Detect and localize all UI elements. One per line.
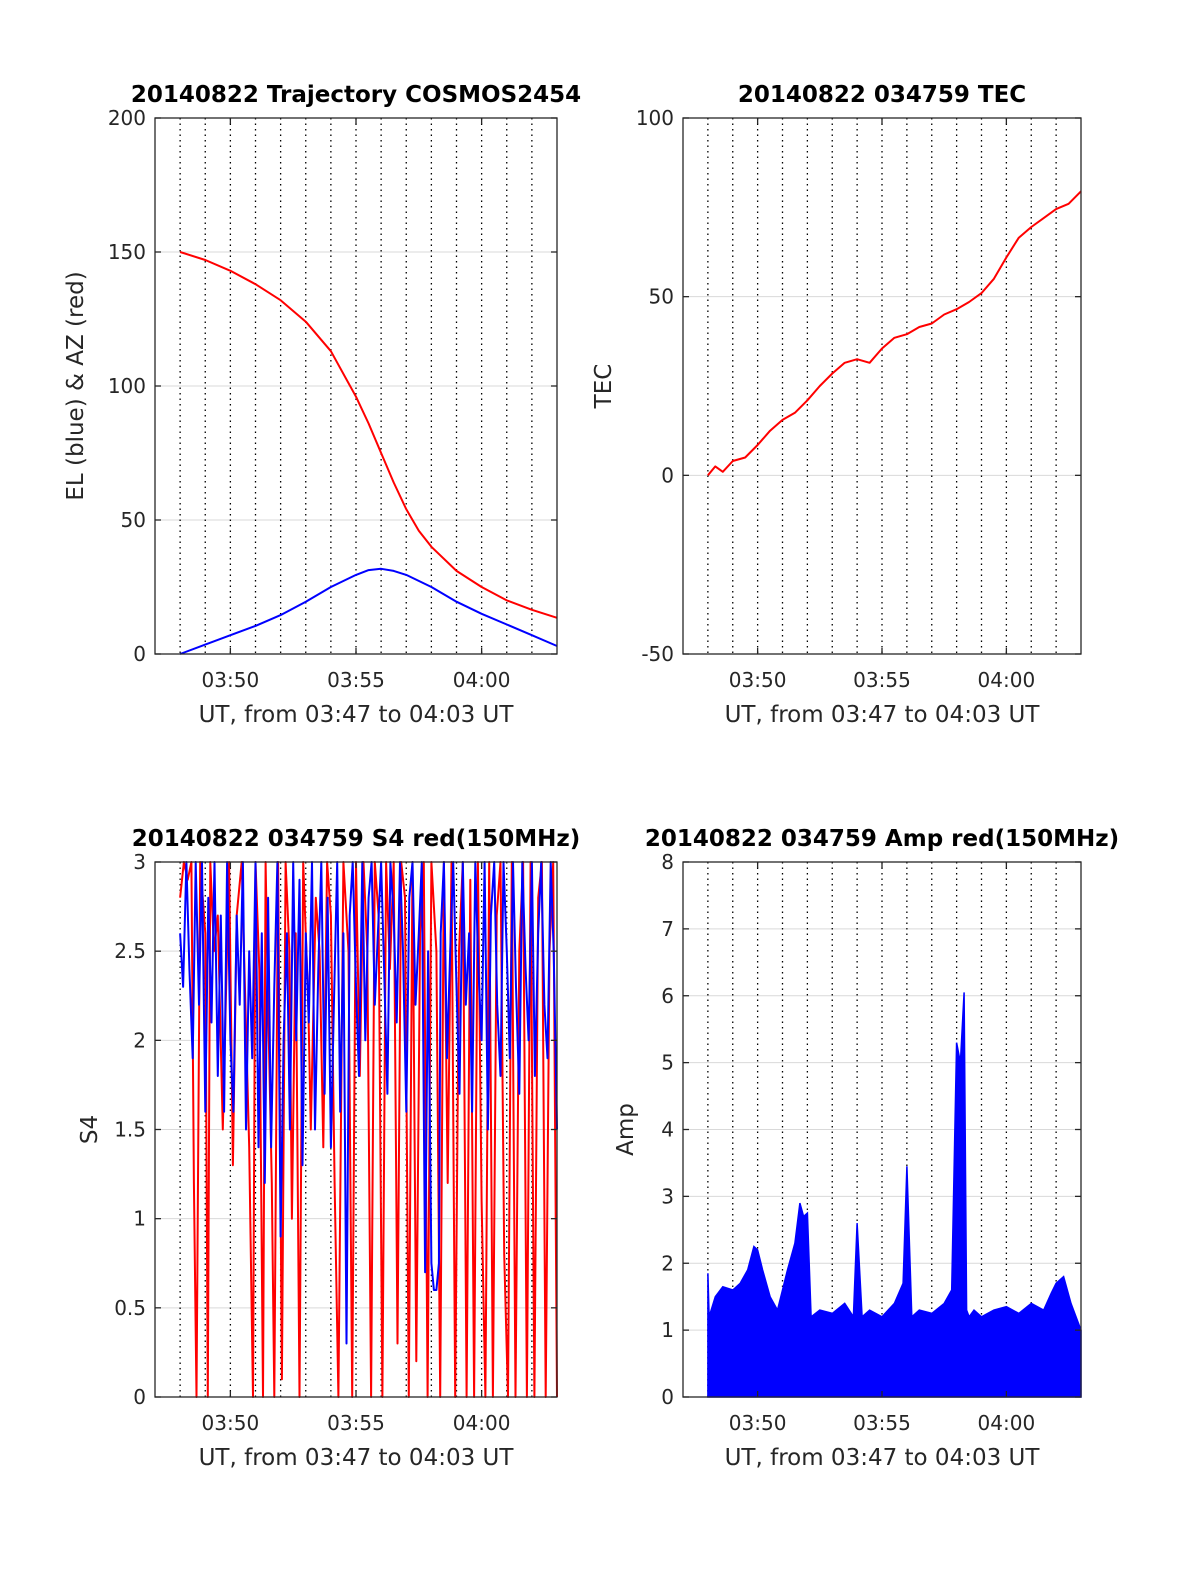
y-tick-label: 0	[133, 1385, 146, 1409]
x-tick-label: 03:55	[327, 668, 385, 692]
panel-tec: 03:50 03:55 04:00 -50 0 50 100 20140822 034759…	[591, 82, 1082, 728]
y-tick-label: 0	[133, 642, 146, 666]
y-tick-label: 50	[649, 285, 674, 309]
y-tick-label: 6	[661, 984, 674, 1008]
x-axis-label: UT, from 03:47 to 04:03 UT	[199, 1445, 515, 1471]
x-tick-label: 04:00	[453, 668, 511, 692]
chart-title: 20140822 034759 Amp red(150MHz)	[645, 826, 1119, 852]
series-red-line	[707, 190, 1082, 476]
chart-title: 20140822 Trajectory COSMOS2454	[131, 82, 581, 108]
y-tick-label: 3	[133, 850, 146, 874]
x-tick-label: 03:50	[729, 1411, 787, 1435]
y-axis-label: EL (blue) & AZ (red)	[63, 271, 89, 500]
y-tick-label: 50	[121, 508, 146, 532]
series-blue-area	[707, 992, 1082, 1398]
x-axis-label: UT, from 03:47 to 04:03 UT	[725, 702, 1041, 728]
panel-s4: 03:50 03:55 04:00 0 0.5 1 1.5 2 2.5 3 20140822 03…	[77, 826, 580, 1471]
series-red-line	[179, 251, 558, 619]
x-axis-label: UT, from 03:47 to 04:03 UT	[725, 1445, 1041, 1471]
y-tick-label: 8	[661, 850, 674, 874]
x-tick-label: 03:50	[729, 668, 787, 692]
y-tick-label: 200	[108, 106, 146, 130]
series-blue-line	[179, 567, 558, 655]
y-axis-label: TEC	[591, 364, 617, 410]
x-axis-label: UT, from 03:47 to 04:03 UT	[199, 702, 515, 728]
y-tick-label: 0	[661, 463, 674, 487]
x-tick-label: 03:55	[853, 1411, 911, 1435]
x-tick-label: 03:50	[202, 668, 260, 692]
x-tick-label: 03:55	[853, 668, 911, 692]
y-tick-label: 1.5	[114, 1118, 146, 1142]
x-tick-label: 03:50	[202, 1411, 260, 1435]
x-tick-label: 03:55	[327, 1411, 385, 1435]
y-tick-label: 3	[661, 1184, 674, 1208]
series-blue-line	[179, 861, 558, 1345]
y-tick-label: 7	[661, 917, 674, 941]
chart-title: 20140822 034759 S4 red(150MHz)	[132, 826, 581, 852]
y-tick-label: 150	[108, 240, 146, 264]
y-tick-label: 5	[661, 1051, 674, 1075]
y-tick-label: 100	[636, 106, 674, 130]
y-tick-label: 1	[133, 1207, 146, 1231]
y-tick-label: 2	[661, 1251, 674, 1275]
x-tick-label: 04:00	[978, 668, 1036, 692]
x-tick-label: 04:00	[453, 1411, 511, 1435]
y-tick-label: 0	[661, 1385, 674, 1409]
y-axis-label: Amp	[613, 1103, 639, 1156]
y-tick-label: 0.5	[114, 1296, 146, 1320]
x-tick-label: 04:00	[978, 1411, 1036, 1435]
panel-amp: 03:50 03:55 04:00 0 1 2 3 4 5 6 7 8 20140822 034759…	[613, 826, 1119, 1471]
y-tick-label: 4	[661, 1118, 674, 1142]
y-tick-label: 2	[133, 1028, 146, 1052]
y-tick-label: 1	[661, 1318, 674, 1342]
y-tick-label: 2.5	[114, 939, 146, 963]
y-axis-label: S4	[77, 1115, 103, 1144]
y-tick-label: 100	[108, 374, 146, 398]
panel-trajectory: 03:50 03:55 04:00 0 50 100 150 200 20140822 Tra…	[63, 82, 581, 728]
y-tick-label: -50	[641, 642, 674, 666]
chart-title: 20140822 034759 TEC	[738, 82, 1026, 108]
